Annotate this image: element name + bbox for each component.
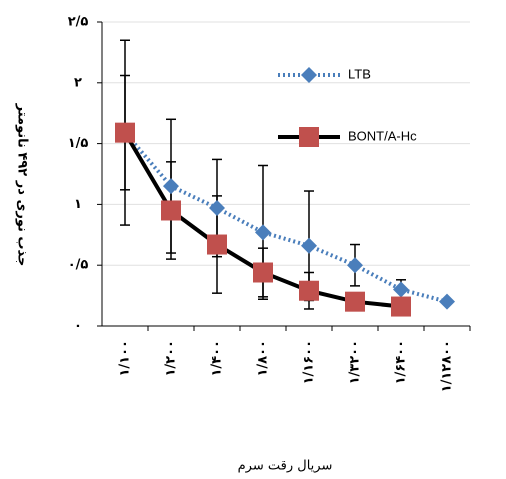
- y-axis-title: جذب نوری در ۴۹۲ نانومتر: [15, 103, 30, 267]
- marker: [209, 200, 225, 217]
- y-tick-label: ۱: [74, 197, 82, 212]
- y-tick-label: ۰/۵: [68, 258, 89, 273]
- marker: [439, 293, 455, 310]
- x-tick-label: ۱/۴۰۰: [210, 340, 225, 377]
- marker: [347, 257, 363, 274]
- marker: [345, 291, 365, 312]
- legend-marker: [299, 127, 319, 147]
- x-tick-label: ۱/۲۰۰: [164, 340, 179, 377]
- x-tick-label: ۱/۸۰۰: [256, 340, 271, 377]
- legend-label: BONT/A-Hc: [348, 128, 417, 143]
- legend-label: LTB: [348, 66, 371, 81]
- y-tick-label: ۲/۵: [68, 15, 89, 30]
- marker: [299, 280, 319, 301]
- marker: [255, 224, 271, 241]
- marker: [301, 237, 317, 254]
- marker: [391, 296, 411, 317]
- y-tick-label: ۲: [74, 75, 82, 90]
- x-tick-label: ۱/۶۴۰۰: [394, 340, 409, 384]
- marker: [115, 122, 135, 143]
- y-tick-label: ۰: [74, 319, 82, 334]
- y-tick-label: ۱/۵: [68, 136, 89, 151]
- marker: [207, 234, 227, 255]
- marker: [393, 281, 409, 298]
- x-tick-label: ۱/۱۲۸۰۰: [440, 340, 455, 392]
- marker: [253, 262, 273, 283]
- legend-marker: [301, 67, 317, 83]
- marker: [161, 200, 181, 221]
- x-tick-label: ۱/۳۲۰۰: [348, 340, 363, 384]
- x-tick-label: ۱/۱۰۰: [118, 340, 133, 377]
- marker: [163, 178, 179, 195]
- x-axis-title: سریال رقت سرم: [238, 459, 333, 474]
- x-tick-label: ۱/۱۶۰۰: [302, 340, 317, 384]
